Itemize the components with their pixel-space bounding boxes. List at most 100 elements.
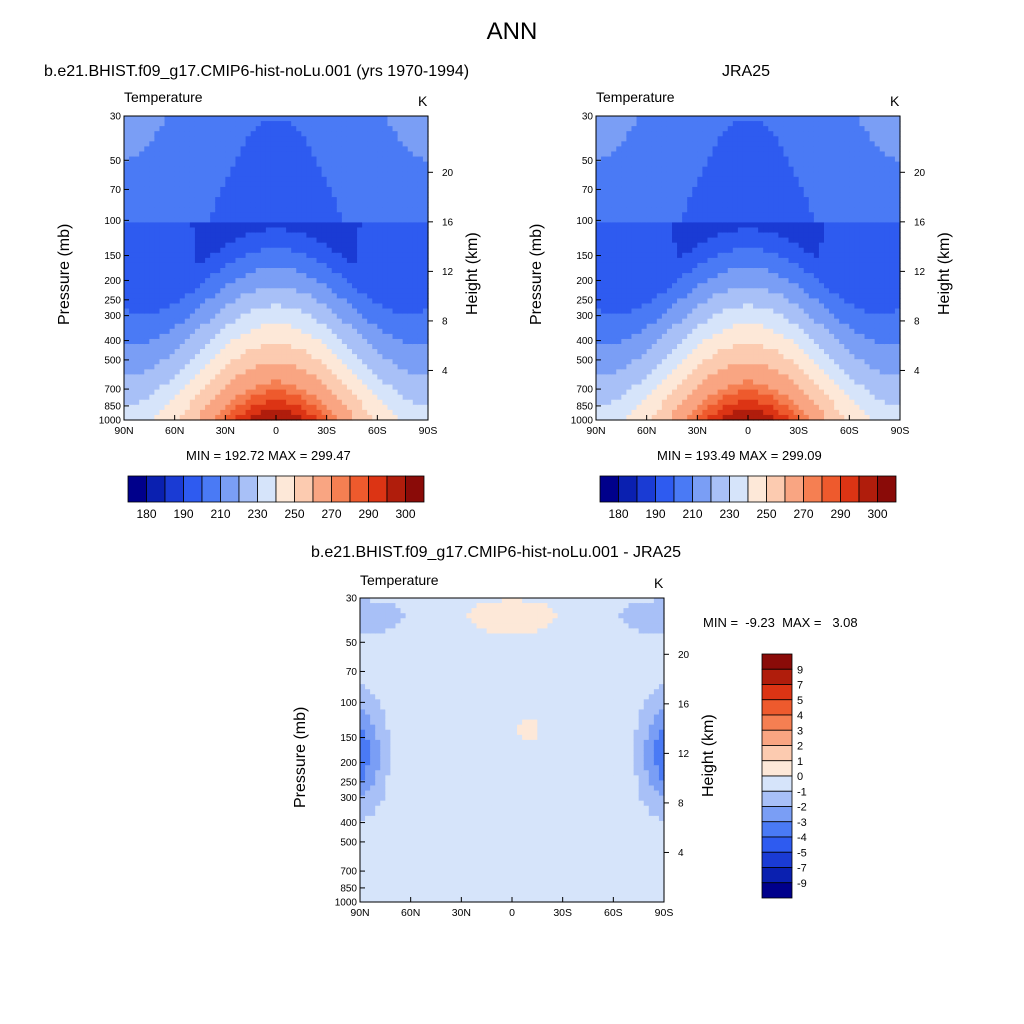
panel2-cell — [601, 227, 607, 234]
panel1-cell — [306, 374, 313, 381]
panel1-cell — [154, 161, 161, 168]
panel1-cell — [281, 288, 287, 294]
panel1-cell — [331, 349, 338, 355]
panel1-cell — [169, 298, 176, 305]
panel1-cell — [270, 394, 277, 401]
panel1-cell — [174, 212, 181, 218]
panel2-cell — [626, 323, 633, 330]
panel1-cell — [250, 374, 257, 381]
panel1-cell — [346, 126, 353, 132]
panel1-cell — [144, 288, 150, 294]
panel1-cell — [392, 247, 399, 254]
panel1-cell — [144, 389, 150, 396]
panel2-cell — [677, 379, 683, 386]
panel1-cell — [225, 207, 231, 213]
panel1-cell — [225, 414, 231, 421]
panel2-cell — [682, 121, 688, 127]
panel1-cell — [362, 374, 368, 381]
panel1-cell — [326, 344, 333, 350]
panel1-cell — [194, 156, 201, 163]
panel2-cell — [621, 151, 627, 158]
panel1-cell — [189, 252, 196, 259]
panel1-cell — [281, 212, 287, 218]
panel1-cell — [341, 293, 348, 299]
panel1-cell — [372, 273, 378, 279]
panel2-cell — [692, 313, 698, 320]
panel1-cell — [291, 313, 297, 320]
panel1-cell — [164, 369, 171, 375]
panel1-cell — [159, 414, 166, 421]
panel2-cell — [606, 126, 612, 132]
panel2-cell — [611, 293, 617, 299]
panel1-cell — [301, 136, 307, 142]
panel1-cell — [169, 181, 176, 188]
panel2-cell — [616, 384, 622, 391]
panel1-cell — [372, 262, 378, 269]
panel1-cell — [260, 298, 267, 305]
panel1-cell — [194, 384, 201, 391]
panel1-cell — [144, 323, 150, 330]
panel1-cell — [276, 384, 282, 391]
panel1-cell — [225, 197, 231, 203]
panel1-cell — [230, 136, 237, 142]
panel1-cell — [407, 313, 414, 320]
panel1-cell — [265, 379, 272, 386]
panel1-cell — [276, 171, 282, 178]
panel1-cell — [205, 146, 211, 153]
panel1-cell — [169, 131, 176, 137]
panel2-cell — [606, 186, 612, 193]
panel1-cell — [362, 146, 368, 153]
panel1-cell — [134, 252, 140, 259]
panel1-cell — [245, 237, 252, 244]
panel2-cell — [636, 227, 643, 234]
panel2-cell — [601, 131, 607, 137]
panel1-cell — [306, 192, 313, 198]
panel1-cell — [225, 192, 231, 198]
panel1-cell — [331, 121, 338, 127]
panel1-cell — [265, 333, 272, 340]
panel1-cell — [316, 273, 323, 279]
panel2-cell — [687, 389, 693, 396]
panel1-cell — [407, 364, 414, 370]
panel2-cell — [702, 262, 709, 269]
panel1-cell — [194, 293, 201, 299]
panel1-cell — [154, 121, 161, 127]
panel1-cell — [164, 247, 171, 254]
panel1-cell — [341, 247, 348, 254]
panel2-cell — [682, 394, 688, 401]
panel1-cell — [149, 298, 155, 305]
panel1-cell — [124, 262, 130, 269]
panel2-cell — [631, 146, 638, 153]
panel1-cell — [154, 389, 161, 396]
panel2-cell — [616, 409, 622, 416]
panel2-cell — [616, 313, 622, 320]
panel2-cell — [666, 293, 673, 299]
panel1-cell — [397, 313, 404, 320]
panel1-cell — [341, 176, 348, 183]
panel1-cell — [270, 232, 277, 239]
panel1-cell — [200, 399, 206, 406]
panel3-variable-label: Temperature — [360, 572, 439, 588]
panel1-cell — [184, 197, 191, 203]
panel2-cell — [682, 273, 688, 279]
panel1-cell — [205, 116, 211, 122]
panel1-cell — [139, 252, 145, 259]
panel1-cell — [372, 156, 378, 163]
panel2-cell — [672, 404, 678, 411]
panel1-cell — [174, 298, 181, 305]
panel1-cell — [341, 126, 348, 132]
panel1-cell — [296, 176, 302, 183]
panel2-cell — [606, 171, 612, 178]
panel1-cell — [377, 257, 383, 264]
panel1-cell — [377, 166, 383, 173]
panel1-cell — [276, 212, 282, 218]
panel1-cell — [200, 237, 206, 244]
panel1-cell — [296, 389, 302, 396]
panel2-cell — [702, 166, 709, 173]
panel1-cell — [250, 242, 257, 249]
panel2-cell — [596, 131, 602, 137]
panel1-cell — [276, 313, 282, 320]
panel1-cell — [316, 409, 323, 416]
panel1-cell — [357, 151, 363, 158]
panel2-cell — [682, 116, 688, 122]
